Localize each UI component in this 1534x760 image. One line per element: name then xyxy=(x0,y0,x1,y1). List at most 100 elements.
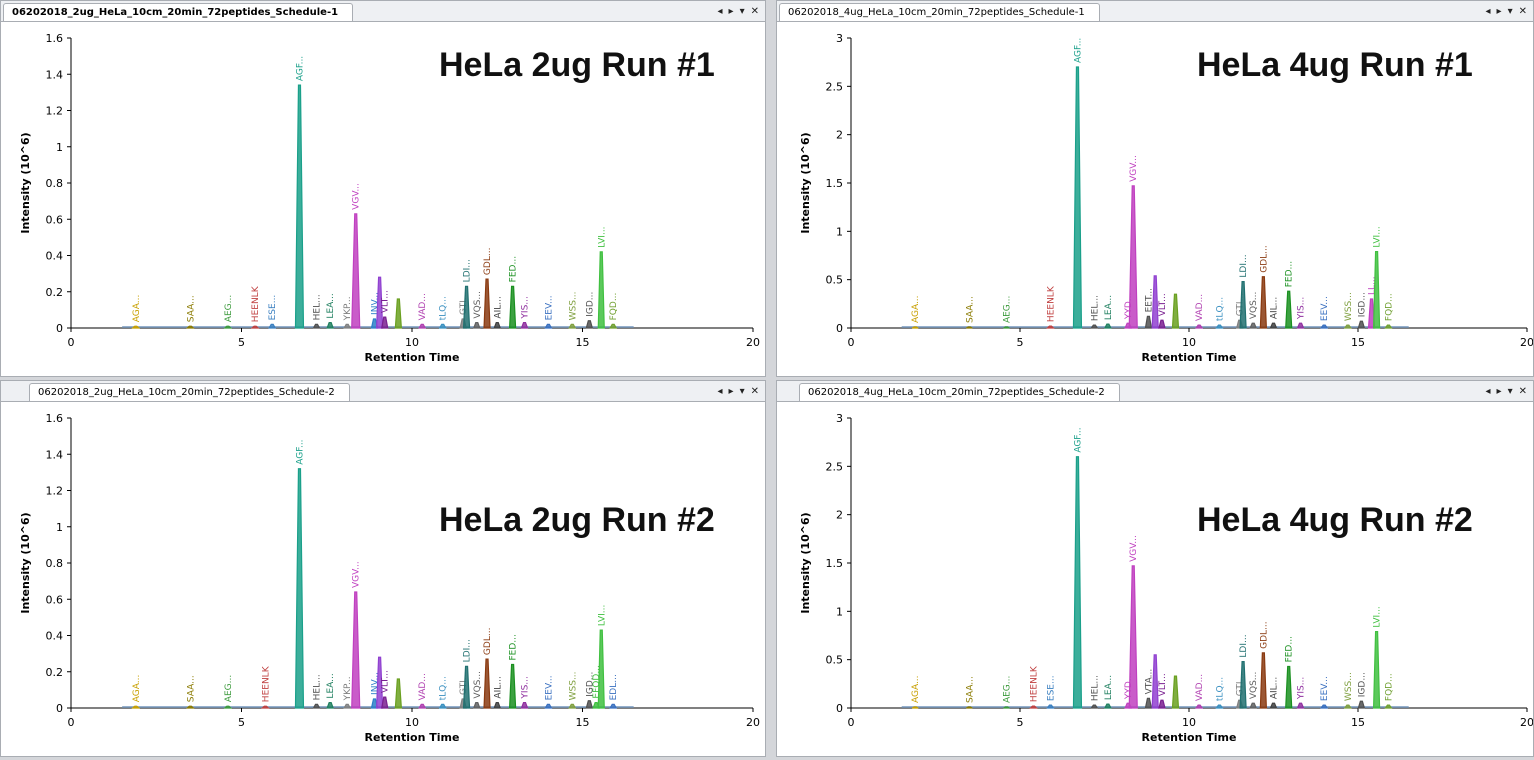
peak-label: AGF... xyxy=(295,56,305,81)
peak-label: LVI... xyxy=(1373,606,1383,627)
peak-trace xyxy=(493,321,502,329)
peak-trace xyxy=(223,705,233,709)
close-icon[interactable]: ✕ xyxy=(1518,385,1527,397)
tab-menu-icon[interactable]: ▾ xyxy=(1507,5,1513,17)
peak-label: GDL... xyxy=(1259,245,1269,273)
peak-trace xyxy=(1215,704,1224,709)
peak-trace xyxy=(585,320,594,329)
x-axis-label: Retention Time xyxy=(365,351,460,364)
y-tick-label: 2 xyxy=(836,129,843,142)
chromatogram-plot[interactable]: 0 0.2 0.4 0.6 0.8 1 1.2 1.4 1.6 0 5 10 15 20 Retention… xyxy=(1,21,766,377)
peak-trace xyxy=(1343,324,1353,329)
peak-trace xyxy=(380,316,389,329)
close-icon[interactable]: ✕ xyxy=(1518,5,1527,17)
peak-label: HEENLK xyxy=(1030,665,1040,702)
y-tick-label: 1.6 xyxy=(46,412,64,425)
x-axis-label: Retention Time xyxy=(365,731,460,744)
tab-4ug-schedule-2[interactable]: 06202018_4ug_HeLa_10cm_20min_72peptides_… xyxy=(799,383,1120,401)
peak-label: AGF... xyxy=(1073,38,1083,63)
tab-left-icon[interactable]: ◂ xyxy=(717,385,723,397)
peak-trace xyxy=(1090,704,1099,709)
peak-trace xyxy=(1343,704,1353,709)
tab-left-icon[interactable]: ◂ xyxy=(1485,385,1491,397)
chromatogram-plot[interactable]: 0 0.2 0.4 0.6 0.8 1 1.2 1.4 1.6 0 5 10 15 20 Retention… xyxy=(1,401,766,757)
peak-label: LVI... xyxy=(597,605,607,626)
peak-label: FED... xyxy=(509,634,519,660)
tab-left-icon[interactable]: ◂ xyxy=(717,5,723,17)
peak-trace xyxy=(966,706,973,709)
y-tick-label: 1 xyxy=(56,521,63,534)
peak-trace xyxy=(1372,251,1381,329)
peak-label: VLT... xyxy=(381,290,391,313)
y-axis-label: Intensity (10^6) xyxy=(19,132,32,233)
y-tick-label: 1.5 xyxy=(826,557,844,570)
peak-label: SAA... xyxy=(965,296,975,323)
peak-trace xyxy=(312,703,321,709)
x-tick-label: 5 xyxy=(1017,336,1024,349)
peak-trace xyxy=(568,703,577,709)
peak-label: FQD... xyxy=(1384,673,1394,701)
peak-trace xyxy=(520,701,529,709)
peak-trace xyxy=(1151,275,1159,329)
tab-left-icon[interactable]: ◂ xyxy=(1485,5,1491,17)
peak-label: ESE... xyxy=(268,295,278,321)
peak-label: LL... xyxy=(1368,276,1378,295)
tab-right-icon[interactable]: ▸ xyxy=(1496,5,1502,17)
peak-label: WSS... xyxy=(568,671,578,700)
peak-label: YKP... xyxy=(343,296,353,321)
tab-2ug-schedule-1[interactable]: 06202018_2ug_HeLa_10cm_20min_72peptides_… xyxy=(3,3,354,21)
peak-label: FED... xyxy=(1285,261,1295,287)
peak-label: HEENLK xyxy=(251,285,261,322)
peak-trace xyxy=(544,323,553,329)
tab-menu-icon[interactable]: ▾ xyxy=(739,385,745,397)
chart-panel-4ug-run-1: 06202018_4ug_HeLa_10cm_20min_72peptides_… xyxy=(776,0,1534,377)
peak-label: VQS... xyxy=(473,291,483,319)
close-icon[interactable]: ✕ xyxy=(750,5,759,17)
peak-trace xyxy=(370,698,379,709)
tab-bar: 06202018_4ug_HeLa_10cm_20min_72peptides_… xyxy=(777,1,1533,22)
peak-trace xyxy=(438,703,447,709)
peak-label: VGV... xyxy=(1129,535,1139,562)
peak-trace xyxy=(370,318,379,329)
peak-trace xyxy=(1367,298,1376,329)
peak-trace xyxy=(1249,322,1258,329)
chromatogram-plot[interactable]: 0 0.5 1 1.5 2 2.5 3 0 5 10 15 20 Retention Time Inten… xyxy=(777,21,1534,377)
peak-label: tLQ... xyxy=(1215,297,1225,321)
peak-trace xyxy=(1269,322,1278,329)
peak-trace xyxy=(375,656,384,709)
tab-right-icon[interactable]: ▸ xyxy=(728,5,734,17)
peak-trace xyxy=(520,321,529,329)
peak-label: LEA... xyxy=(1104,295,1114,320)
chromatogram-plot[interactable]: 0 0.5 1 1.5 2 2.5 3 0 5 10 15 20 Retention Time Inten… xyxy=(777,401,1534,757)
peak-label: VQS... xyxy=(1249,672,1259,700)
peak-label: HEL... xyxy=(1090,675,1100,701)
peak-trace xyxy=(966,326,973,329)
tab-right-icon[interactable]: ▸ xyxy=(1496,385,1502,397)
peak-trace xyxy=(1285,290,1293,329)
peak-trace xyxy=(1259,652,1267,709)
peak-trace xyxy=(223,325,233,329)
peak-label: EEV... xyxy=(544,295,554,320)
peak-trace xyxy=(131,325,141,329)
peak-label: AGA... xyxy=(911,295,921,323)
peak-trace xyxy=(1296,702,1305,709)
tab-2ug-schedule-2[interactable]: 06202018_2ug_HeLa_10cm_20min_72peptides_… xyxy=(29,383,350,401)
tab-menu-icon[interactable]: ▾ xyxy=(1507,385,1513,397)
run-label: HeLa 2ug Run #1 xyxy=(439,46,715,84)
tab-4ug-schedule-1[interactable]: 06202018_4ug_HeLa_10cm_20min_72peptides_… xyxy=(779,3,1100,21)
tab-menu-icon[interactable]: ▾ xyxy=(739,5,745,17)
peak-label: VGV... xyxy=(352,561,362,588)
peak-trace xyxy=(380,696,389,709)
peak-label: LEA... xyxy=(326,673,336,698)
y-tick-label: 1 xyxy=(836,225,843,238)
close-icon[interactable]: ✕ xyxy=(750,385,759,397)
peak-label: LEA... xyxy=(1104,675,1114,700)
tab-right-icon[interactable]: ▸ xyxy=(728,385,734,397)
peak-label: AIL... xyxy=(1270,677,1280,699)
x-tick-label: 5 xyxy=(1017,716,1024,729)
peak-trace xyxy=(592,701,601,709)
peak-trace xyxy=(483,278,491,329)
peak-label: INV... xyxy=(370,292,380,315)
y-tick-label: 0 xyxy=(56,702,63,715)
peak-label: LDI... xyxy=(1239,634,1249,657)
